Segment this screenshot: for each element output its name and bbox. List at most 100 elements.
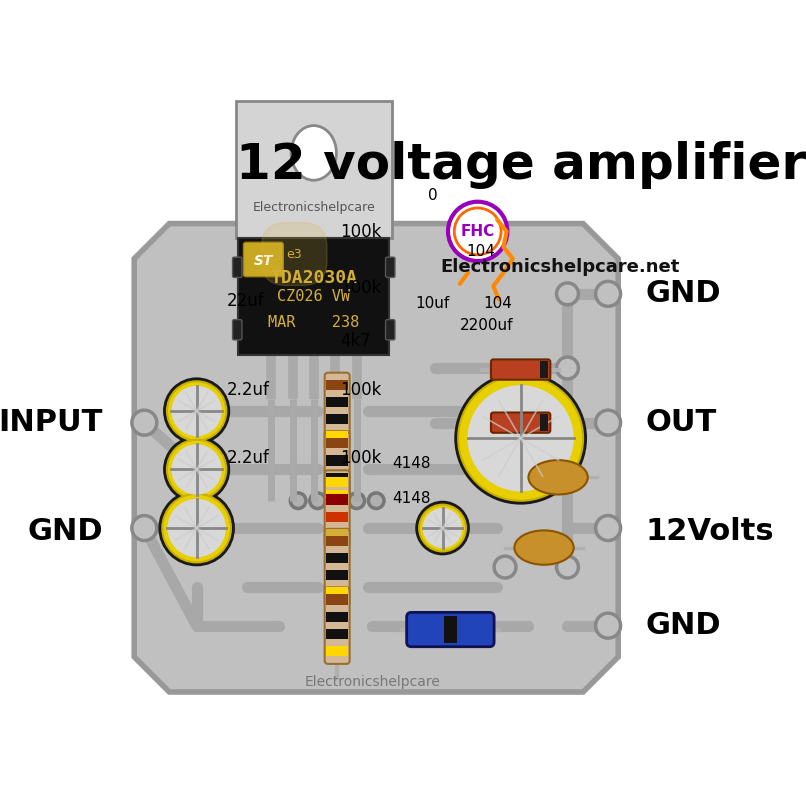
Circle shape	[163, 377, 231, 445]
Bar	[326, 629, 348, 639]
Bar	[326, 511, 348, 522]
Text: GND: GND	[646, 611, 721, 640]
FancyBboxPatch shape	[325, 373, 350, 449]
Bar	[326, 380, 348, 390]
Text: 2200uf: 2200uf	[459, 318, 513, 333]
Text: TDA2030A: TDA2030A	[270, 269, 357, 287]
Text: 22uf: 22uf	[226, 292, 264, 309]
FancyBboxPatch shape	[407, 612, 494, 647]
Circle shape	[162, 494, 231, 562]
Text: 12Volts: 12Volts	[646, 518, 775, 546]
FancyBboxPatch shape	[491, 412, 550, 433]
Circle shape	[557, 357, 579, 379]
Bar	[326, 477, 348, 488]
Circle shape	[185, 517, 208, 539]
Circle shape	[330, 493, 345, 508]
Text: INPUT: INPUT	[0, 408, 103, 437]
Bar	[326, 588, 348, 598]
Circle shape	[422, 508, 463, 548]
Text: GND: GND	[646, 279, 721, 308]
Bar	[326, 495, 348, 504]
Circle shape	[448, 201, 507, 261]
Circle shape	[349, 493, 364, 508]
Circle shape	[596, 613, 621, 638]
Circle shape	[458, 376, 583, 500]
Circle shape	[467, 385, 574, 492]
Text: MAR    238: MAR 238	[268, 316, 359, 330]
Text: 2.2uf: 2.2uf	[226, 381, 270, 400]
Bar	[326, 570, 348, 580]
Text: Electronicshelpcare: Electronicshelpcare	[305, 675, 440, 689]
Text: 100k: 100k	[340, 279, 381, 297]
Bar	[326, 473, 348, 483]
Circle shape	[132, 515, 157, 541]
Text: OUT: OUT	[646, 408, 717, 437]
Text: GND: GND	[27, 518, 103, 546]
Ellipse shape	[514, 531, 574, 565]
Text: 100k: 100k	[340, 224, 381, 241]
Ellipse shape	[529, 460, 588, 495]
FancyBboxPatch shape	[491, 359, 550, 380]
Bar	[540, 414, 548, 431]
Bar	[326, 595, 348, 604]
Text: e3: e3	[286, 247, 302, 261]
FancyBboxPatch shape	[385, 257, 395, 278]
Circle shape	[557, 283, 579, 305]
Text: 100k: 100k	[340, 450, 381, 467]
Text: 4k7: 4k7	[340, 331, 371, 350]
Bar	[444, 616, 457, 643]
Circle shape	[596, 282, 621, 306]
Bar	[326, 396, 348, 407]
Text: 4148: 4148	[393, 491, 430, 506]
Circle shape	[132, 410, 157, 435]
FancyBboxPatch shape	[325, 470, 350, 547]
Circle shape	[168, 499, 226, 557]
Bar	[326, 414, 348, 424]
Ellipse shape	[291, 125, 336, 180]
Bar	[326, 611, 348, 622]
Circle shape	[163, 436, 231, 503]
Bar	[326, 646, 348, 656]
Circle shape	[455, 372, 587, 504]
Circle shape	[172, 385, 222, 436]
Text: FHC: FHC	[460, 224, 495, 239]
FancyBboxPatch shape	[325, 529, 350, 605]
Text: 0: 0	[428, 188, 438, 203]
Bar	[326, 490, 348, 500]
FancyBboxPatch shape	[235, 101, 392, 238]
Bar	[326, 553, 348, 563]
FancyBboxPatch shape	[385, 320, 395, 340]
Circle shape	[557, 556, 579, 578]
Circle shape	[159, 490, 235, 566]
Text: 100k: 100k	[340, 381, 381, 400]
Bar	[326, 439, 348, 448]
Text: 10uf: 10uf	[416, 296, 450, 311]
Circle shape	[596, 515, 621, 541]
Circle shape	[415, 500, 470, 555]
Text: ST: ST	[254, 254, 273, 268]
FancyBboxPatch shape	[325, 431, 350, 508]
Text: 104: 104	[483, 296, 512, 311]
Bar	[326, 536, 348, 546]
Bar	[326, 529, 348, 539]
Text: 12 voltage amplifier: 12 voltage amplifier	[235, 141, 806, 189]
FancyBboxPatch shape	[233, 257, 242, 278]
Text: Electronicshelpcare: Electronicshelpcare	[252, 201, 375, 214]
Circle shape	[368, 493, 384, 508]
Circle shape	[167, 381, 226, 441]
FancyBboxPatch shape	[233, 320, 242, 340]
Circle shape	[455, 208, 501, 255]
Bar	[540, 361, 548, 378]
Circle shape	[557, 412, 579, 434]
Text: CZ026 VW: CZ026 VW	[277, 289, 351, 304]
Circle shape	[172, 444, 222, 495]
Circle shape	[596, 410, 621, 435]
Circle shape	[557, 470, 579, 492]
Bar	[326, 431, 348, 442]
Circle shape	[290, 493, 306, 508]
Text: Electronicshelpcare.net: Electronicshelpcare.net	[440, 258, 679, 275]
Circle shape	[419, 504, 466, 551]
Circle shape	[310, 493, 326, 508]
Circle shape	[185, 400, 208, 422]
Circle shape	[185, 458, 208, 481]
